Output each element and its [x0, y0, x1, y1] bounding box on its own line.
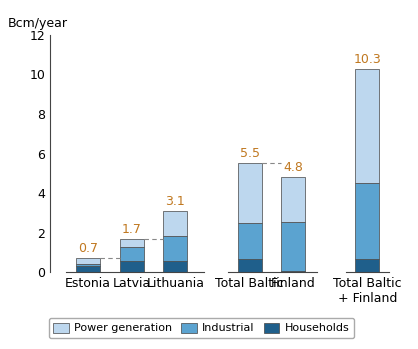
Bar: [163, 236, 187, 261]
Bar: [281, 222, 305, 271]
Bar: [76, 258, 100, 264]
Text: 4.8: 4.8: [283, 161, 303, 174]
Bar: [76, 264, 100, 266]
Bar: [120, 239, 144, 246]
Bar: [163, 261, 187, 272]
Bar: [355, 68, 380, 183]
Bar: [237, 163, 262, 223]
Text: 10.3: 10.3: [354, 53, 381, 66]
Legend: Power generation, Industrial, Households: Power generation, Industrial, Households: [48, 318, 354, 338]
Bar: [281, 271, 305, 272]
Text: 0.7: 0.7: [78, 243, 98, 255]
Bar: [76, 266, 100, 272]
Text: Bcm/year: Bcm/year: [8, 17, 68, 30]
Bar: [120, 246, 144, 261]
Text: 3.1: 3.1: [166, 195, 185, 208]
Bar: [237, 223, 262, 259]
Bar: [163, 211, 187, 236]
Bar: [355, 259, 380, 272]
Text: 1.7: 1.7: [122, 223, 142, 236]
Bar: [237, 259, 262, 272]
Bar: [120, 261, 144, 272]
Bar: [281, 177, 305, 222]
Bar: [355, 183, 380, 259]
Text: 5.5: 5.5: [240, 148, 260, 161]
